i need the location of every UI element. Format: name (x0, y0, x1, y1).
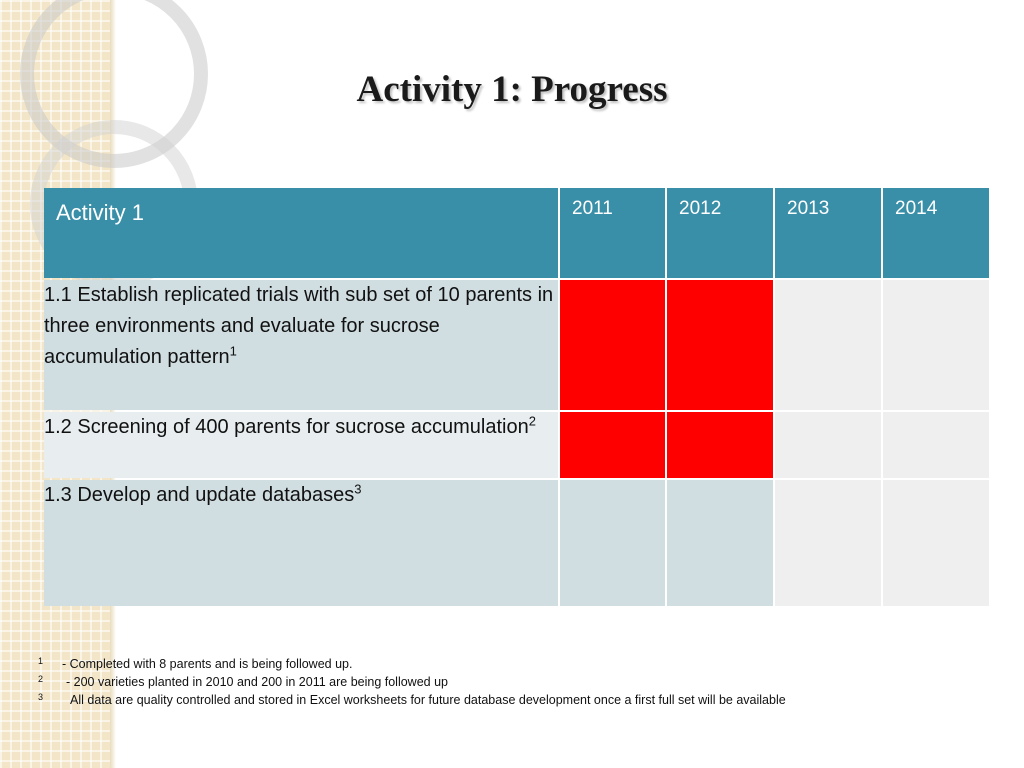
progress-cell (883, 280, 989, 410)
progress-cell (560, 480, 665, 606)
progress-cell (667, 412, 773, 478)
progress-table: Activity 1 2011 2012 2013 2014 1.1 Estab… (42, 186, 991, 608)
header-year: 2014 (883, 188, 989, 278)
footnotes: 1 - Completed with 8 parents and is bein… (38, 655, 998, 709)
progress-cell (775, 480, 881, 606)
progress-cell (667, 280, 773, 410)
footnote-number: 1 (38, 656, 44, 666)
footnote-number: 2 (38, 674, 44, 684)
progress-cell (560, 280, 665, 410)
progress-cell (775, 280, 881, 410)
row-label: 1.3 Develop and update databases3 (44, 480, 558, 606)
row-label: 1.2 Screening of 400 parents for sucrose… (44, 412, 558, 478)
table-row: 1.1 Establish replicated trials with sub… (44, 280, 989, 410)
row-label: 1.1 Establish replicated trials with sub… (44, 280, 558, 410)
footnote-number: 3 (38, 692, 44, 702)
progress-cell (883, 480, 989, 606)
header-year: 2013 (775, 188, 881, 278)
progress-cell (775, 412, 881, 478)
progress-cell (883, 412, 989, 478)
table-row: 1.2 Screening of 400 parents for sucrose… (44, 412, 989, 478)
footnote: 1 - Completed with 8 parents and is bein… (38, 655, 998, 673)
table-row: 1.3 Develop and update databases3 (44, 480, 989, 606)
footnote-text: - 200 varieties planted in 2010 and 200 … (66, 675, 448, 689)
footnote-ref: 3 (354, 481, 362, 497)
footnote: 3 All data are quality controlled and st… (38, 691, 998, 709)
table-header-row: Activity 1 2011 2012 2013 2014 (44, 188, 989, 278)
slide-title: Activity 1: Progress (356, 69, 668, 110)
footnote-text: - Completed with 8 parents and is being … (62, 657, 353, 671)
progress-cell (667, 480, 773, 606)
footnote-ref: 1 (229, 343, 237, 359)
header-year: 2012 (667, 188, 773, 278)
header-year: 2011 (560, 188, 665, 278)
footnote-ref: 2 (528, 413, 536, 429)
progress-cell (560, 412, 665, 478)
footnote-text: All data are quality controlled and stor… (70, 693, 786, 707)
footnote: 2 - 200 varieties planted in 2010 and 20… (38, 673, 998, 691)
header-activity: Activity 1 (44, 188, 558, 278)
